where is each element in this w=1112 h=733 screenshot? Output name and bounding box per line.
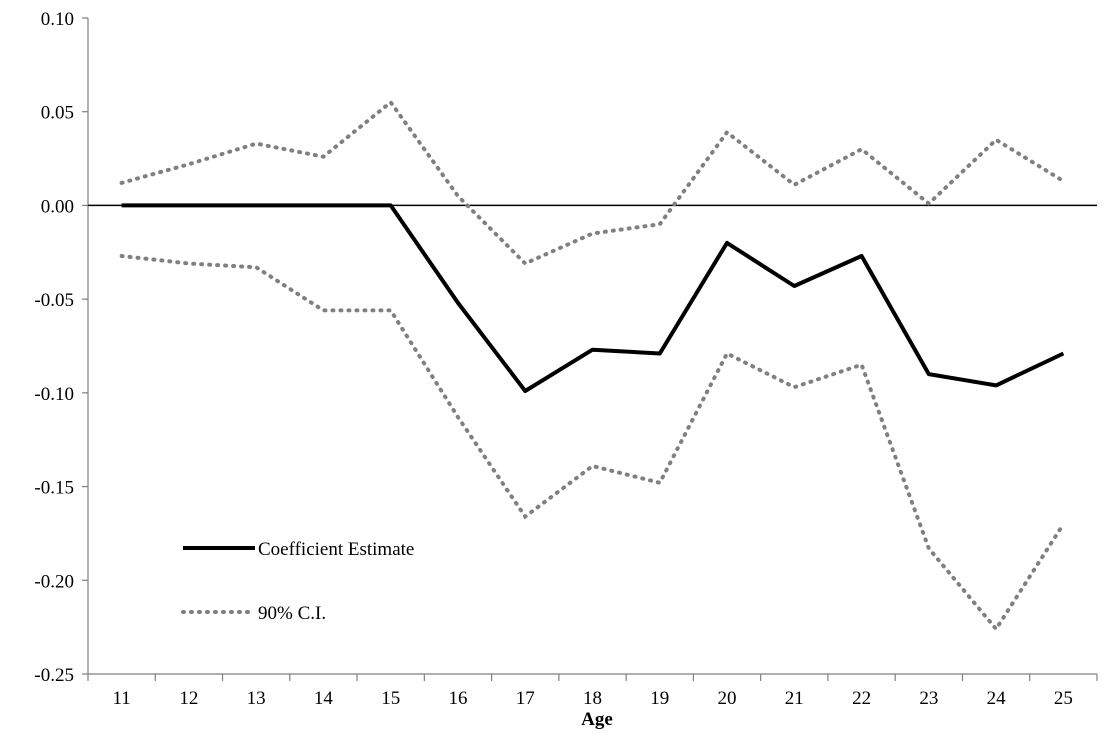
y-tick-label: 0.00 xyxy=(41,196,74,217)
ci-lower-line xyxy=(119,254,1066,633)
y-tick-label: 0.05 xyxy=(41,103,74,124)
y-tick-label: -0.15 xyxy=(34,478,74,499)
x-tick-label: 15 xyxy=(381,688,400,709)
y-tick-label: 0.10 xyxy=(41,9,74,30)
x-tick-label: 23 xyxy=(919,688,938,709)
ci-upper-line xyxy=(119,99,1066,266)
legend: Coefficient Estimate 90% C.I. xyxy=(181,539,414,624)
coefficient-line xyxy=(121,203,1065,393)
y-tick-label: -0.25 xyxy=(34,665,74,686)
x-tick-label: 14 xyxy=(314,688,334,709)
legend-label: 90% C.I. xyxy=(258,603,326,624)
series-layer xyxy=(119,99,1066,633)
x-tick-label: 19 xyxy=(650,688,669,709)
x-tick-label: 25 xyxy=(1054,688,1073,709)
x-tick-label: 24 xyxy=(987,688,1007,709)
x-tick-label: 11 xyxy=(112,688,130,709)
x-tick-label: 21 xyxy=(785,688,804,709)
x-tick-label: 17 xyxy=(516,688,535,709)
x-tick-label: 13 xyxy=(247,688,266,709)
legend-label: Coefficient Estimate xyxy=(258,539,414,560)
y-tick-label: -0.05 xyxy=(34,290,74,311)
x-tick-label: 16 xyxy=(448,688,467,709)
x-tick-label: 18 xyxy=(583,688,602,709)
x-tick-label: 22 xyxy=(852,688,871,709)
tick-labels: 0.10 0.05 0.00 -0.05 -0.10 -0.15 -0.20 -0.25 11 1… xyxy=(34,9,1072,709)
y-tick-label: -0.20 xyxy=(34,571,74,592)
x-axis-title: Age xyxy=(581,709,613,730)
x-tick-label: 20 xyxy=(718,688,737,709)
y-tick-label: -0.10 xyxy=(34,384,74,405)
x-tick-label: 12 xyxy=(179,688,198,709)
